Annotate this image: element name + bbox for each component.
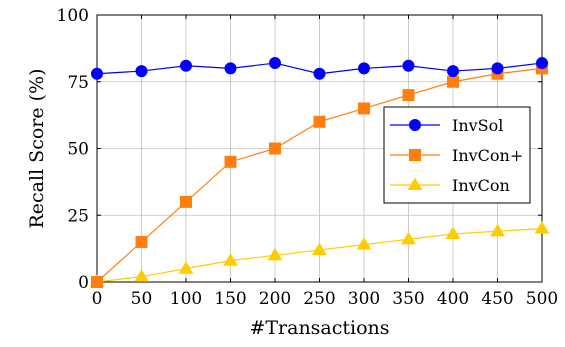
series-invcon	[89, 221, 550, 288]
x-tick-label: 350	[392, 289, 424, 309]
data-point-invcon	[267, 247, 283, 261]
data-point-invsol	[447, 65, 459, 78]
x-tick-label: 450	[481, 289, 513, 309]
data-point-invsol	[269, 57, 281, 70]
data-point-invsol	[358, 62, 370, 75]
x-tick-label: 400	[437, 289, 469, 309]
data-point-invcon	[91, 276, 103, 288]
data-point-invcon	[401, 231, 416, 245]
data-point-invcon	[534, 221, 550, 234]
legend-label: InvSol	[452, 116, 503, 135]
data-point-invcon	[402, 89, 415, 102]
data-point-invcon	[447, 75, 459, 88]
data-point-invcon	[490, 223, 505, 237]
y-axis-ticks: 0 25 50 75 100	[57, 6, 542, 293]
legend-marker	[409, 119, 421, 131]
data-point-invsol	[224, 62, 237, 75]
legend-marker	[409, 149, 421, 161]
data-point-invsol	[402, 59, 415, 72]
legend-label: InvCon+	[452, 146, 523, 165]
x-tick-label: 50	[131, 289, 153, 309]
legend-marker	[407, 177, 423, 191]
x-tick-label: 300	[348, 289, 380, 309]
y-tick-label: 25	[67, 206, 89, 226]
data-point-invcon	[224, 155, 237, 168]
y-axis-title: Recall Score (%)	[26, 68, 48, 228]
y-tick-label: 50	[67, 140, 89, 160]
data-point-invcon	[356, 237, 372, 250]
data-point-invsol	[491, 62, 504, 75]
data-point-invsol	[91, 67, 103, 80]
data-point-invcon	[135, 235, 148, 248]
y-tick-label: 100	[57, 6, 89, 26]
data-point-invcon	[312, 242, 327, 256]
y-tick-label: 75	[67, 73, 89, 93]
x-tick-label: 100	[170, 289, 202, 309]
data-point-invsol	[536, 57, 548, 70]
data-point-invcon	[134, 269, 149, 282]
x-axis-title: #Transactions	[249, 317, 389, 339]
data-point-invsol	[180, 59, 192, 72]
data-point-invcon	[269, 142, 281, 155]
data-point-invcon	[178, 261, 194, 274]
x-tick-label: 250	[303, 289, 335, 309]
x-tick-label: 0	[92, 289, 103, 309]
y-tick-label: 0	[78, 273, 89, 293]
x-axis-ticks: 0 50 100 150 200 250 300 350 400 450 500	[92, 15, 558, 309]
x-tick-label: 500	[526, 289, 558, 309]
data-point-invcon	[313, 115, 326, 128]
series-invsol	[91, 57, 548, 80]
legend-label: InvCon	[452, 176, 510, 195]
data-point-invcon	[358, 102, 370, 115]
legend: InvSol InvCon+ InvCon	[383, 106, 531, 204]
data-point-invsol	[135, 65, 148, 78]
data-point-invcon	[223, 253, 238, 266]
x-tick-label: 200	[259, 289, 291, 309]
data-point-invsol	[313, 67, 326, 80]
data-point-invcon	[445, 226, 461, 239]
x-tick-label: 150	[214, 289, 246, 309]
data-point-invcon	[180, 195, 192, 208]
